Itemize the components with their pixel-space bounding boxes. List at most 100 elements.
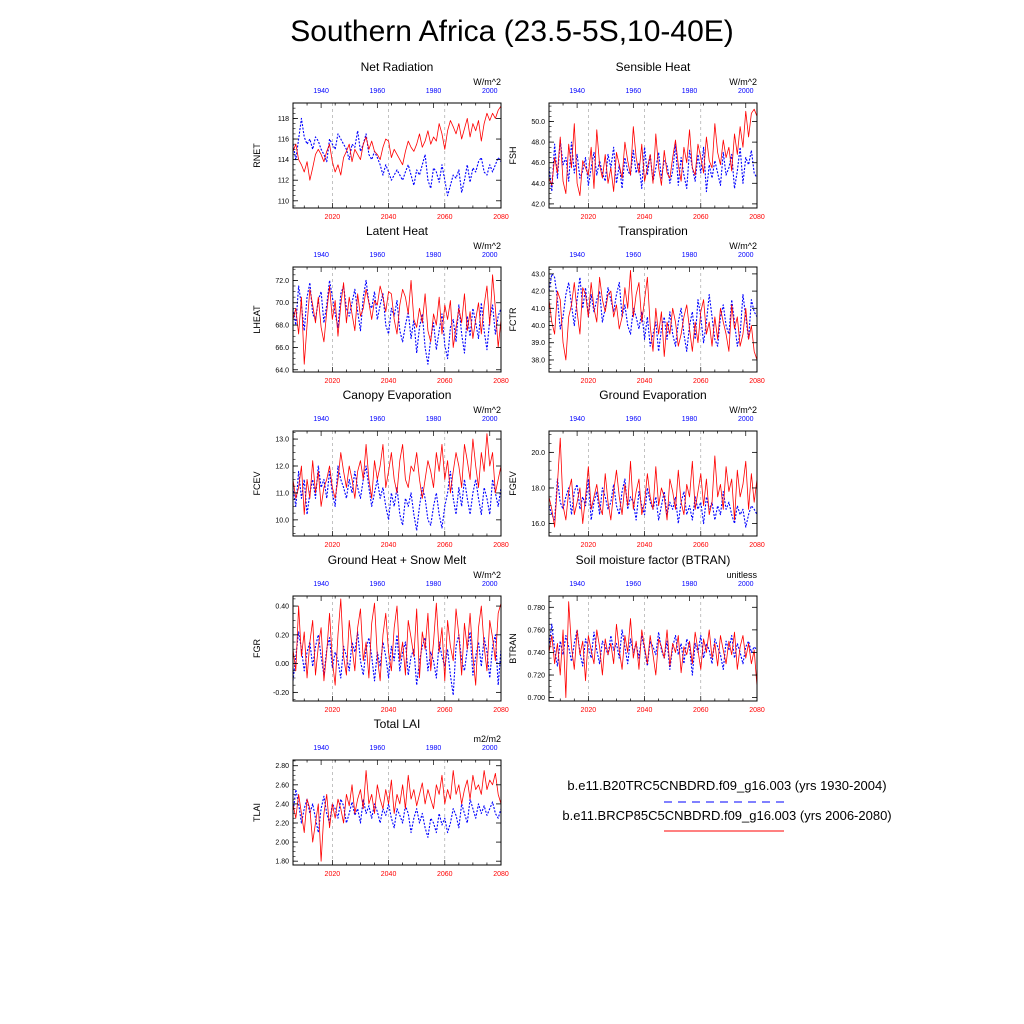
panel-title-canopy-evaporation: Canopy Evaporation bbox=[343, 388, 452, 402]
xtick-label-top-canopy-evaporation: 1980 bbox=[426, 416, 442, 423]
panel-units-ground-evaporation: W/m^2 bbox=[729, 405, 757, 415]
xtick-label-top-sensible-heat: 1980 bbox=[682, 88, 698, 95]
panel-title-ground-evaporation: Ground Evaporation bbox=[599, 388, 706, 402]
panel-total-lai: Total LAI m2/m2 1.80 2.00 2.20 2.40 2.60 2.80 TL… bbox=[252, 717, 509, 878]
xtick-label-bottom-ground-evaporation: 2040 bbox=[637, 542, 653, 549]
ylabel-transpiration: FCTR bbox=[508, 307, 518, 331]
ytick-label-canopy-evaporation: 12.0 bbox=[275, 464, 289, 471]
panel-canopy-evaporation: Canopy Evaporation W/m^2 10.0 11.0 12.0 13.0 F… bbox=[252, 388, 509, 549]
xtick-label-top-net-radiation: 1940 bbox=[313, 88, 329, 95]
panel-units-latent-heat: W/m^2 bbox=[473, 241, 501, 251]
panel-units-canopy-evaporation: W/m^2 bbox=[473, 405, 501, 415]
series-historical-total-lai bbox=[292, 789, 502, 838]
series-historical-ground-evaporation bbox=[548, 478, 758, 528]
ytick-label-latent-heat: 72.0 bbox=[275, 278, 289, 285]
series-future-ground-heat-snow-melt bbox=[292, 598, 502, 686]
xtick-label-bottom-canopy-evaporation: 2020 bbox=[325, 542, 341, 549]
xtick-label-bottom-latent-heat: 2060 bbox=[437, 378, 453, 385]
xtick-label-bottom-sensible-heat: 2040 bbox=[637, 214, 653, 221]
ytick-label-soil-moisture-factor-btran: 0.760 bbox=[527, 627, 545, 634]
panel-title-net-radiation: Net Radiation bbox=[361, 60, 434, 74]
series-historical-transpiration bbox=[548, 273, 758, 352]
ytick-label-ground-evaporation: 18.0 bbox=[531, 485, 545, 492]
panel-title-ground-heat-snow-melt: Ground Heat + Snow Melt bbox=[328, 553, 467, 567]
xtick-label-bottom-transpiration: 2080 bbox=[749, 378, 765, 385]
xtick-label-bottom-net-radiation: 2060 bbox=[437, 214, 453, 221]
xtick-label-bottom-soil-moisture-factor-btran: 2040 bbox=[637, 707, 653, 714]
panel-latent-heat: Latent Heat W/m^2 64.0 66.0 68.0 70.0 72.0 LHEA… bbox=[252, 224, 509, 385]
ytick-label-transpiration: 41.0 bbox=[531, 306, 545, 313]
xtick-label-bottom-soil-moisture-factor-btran: 2080 bbox=[749, 707, 765, 714]
xtick-label-bottom-ground-evaporation: 2020 bbox=[581, 542, 597, 549]
series-future-soil-moisture-factor-btran bbox=[548, 601, 758, 699]
xtick-label-top-ground-evaporation: 2000 bbox=[738, 416, 754, 423]
ylabel-net-radiation: RNET bbox=[252, 143, 262, 168]
ytick-label-net-radiation: 112 bbox=[278, 178, 289, 185]
ytick-label-sensible-heat: 42.0 bbox=[531, 201, 545, 208]
xtick-label-top-soil-moisture-factor-btran: 2000 bbox=[738, 581, 754, 588]
xtick-label-top-soil-moisture-factor-btran: 1960 bbox=[626, 581, 642, 588]
ytick-label-total-lai: 2.40 bbox=[275, 801, 289, 808]
ytick-label-ground-heat-snow-melt: -0.20 bbox=[273, 690, 289, 697]
xtick-label-bottom-canopy-evaporation: 2080 bbox=[493, 542, 509, 549]
xtick-label-top-transpiration: 1960 bbox=[626, 252, 642, 259]
xtick-label-bottom-sensible-heat: 2020 bbox=[581, 214, 597, 221]
ytick-label-sensible-heat: 48.0 bbox=[531, 140, 545, 147]
ylabel-ground-evaporation: FGEV bbox=[508, 471, 518, 496]
plot-frame-latent-heat bbox=[292, 266, 502, 373]
xtick-label-top-transpiration: 1940 bbox=[569, 252, 585, 259]
series-future-ground-evaporation bbox=[548, 437, 758, 528]
xtick-label-bottom-latent-heat: 2020 bbox=[325, 378, 341, 385]
ytick-label-transpiration: 43.0 bbox=[531, 271, 545, 278]
panel-title-soil-moisture-factor-btran: Soil moisture factor (BTRAN) bbox=[576, 553, 731, 567]
ytick-label-latent-heat: 66.0 bbox=[275, 345, 289, 352]
panel-units-transpiration: W/m^2 bbox=[729, 241, 757, 251]
ytick-label-total-lai: 2.80 bbox=[275, 763, 289, 770]
xtick-label-bottom-total-lai: 2040 bbox=[381, 871, 397, 878]
ytick-label-sensible-heat: 46.0 bbox=[531, 160, 545, 167]
xtick-label-top-latent-heat: 2000 bbox=[482, 252, 498, 259]
plot-frame-net-radiation bbox=[292, 102, 502, 209]
xtick-label-top-latent-heat: 1980 bbox=[426, 252, 442, 259]
plot-frame-ground-heat-snow-melt bbox=[292, 595, 502, 702]
xtick-label-top-sensible-heat: 1940 bbox=[569, 88, 585, 95]
xtick-label-top-canopy-evaporation: 1960 bbox=[370, 416, 386, 423]
xtick-label-bottom-net-radiation: 2080 bbox=[493, 214, 509, 221]
xtick-label-top-total-lai: 1980 bbox=[426, 745, 442, 752]
xtick-label-top-total-lai: 2000 bbox=[482, 745, 498, 752]
ytick-label-total-lai: 2.00 bbox=[275, 840, 289, 847]
xtick-label-bottom-net-radiation: 2020 bbox=[325, 214, 341, 221]
ytick-label-latent-heat: 68.0 bbox=[275, 323, 289, 330]
xtick-label-bottom-canopy-evaporation: 2060 bbox=[437, 542, 453, 549]
plot-frame-ground-evaporation bbox=[548, 430, 758, 537]
xtick-label-top-total-lai: 1940 bbox=[313, 745, 329, 752]
series-future-transpiration bbox=[548, 270, 758, 361]
ytick-label-total-lai: 2.60 bbox=[275, 782, 289, 789]
plot-frame-transpiration bbox=[548, 266, 758, 373]
ytick-label-soil-moisture-factor-btran: 0.780 bbox=[527, 605, 545, 612]
xtick-label-top-total-lai: 1960 bbox=[370, 745, 386, 752]
series-future-latent-heat bbox=[292, 274, 502, 365]
ytick-label-ground-evaporation: 20.0 bbox=[531, 450, 545, 457]
ylabel-canopy-evaporation: FCEV bbox=[252, 471, 262, 495]
xtick-label-top-canopy-evaporation: 1940 bbox=[313, 416, 329, 423]
panel-soil-moisture-factor-btran: Soil moisture factor (BTRAN) unitless 0.70… bbox=[508, 553, 765, 714]
legend: b.e11.B20TRC5CNBDRD.f09_g16.003 (yrs 193… bbox=[562, 778, 892, 832]
xtick-label-bottom-total-lai: 2080 bbox=[493, 871, 509, 878]
ylabel-soil-moisture-factor-btran: BTRAN bbox=[508, 633, 518, 664]
ytick-label-canopy-evaporation: 13.0 bbox=[275, 437, 289, 444]
plot-frame-sensible-heat bbox=[548, 102, 758, 209]
panel-units-ground-heat-snow-melt: W/m^2 bbox=[473, 570, 501, 580]
xtick-label-bottom-sensible-heat: 2060 bbox=[693, 214, 709, 221]
figure-title: Southern Africa (23.5-5S,10-40E) bbox=[290, 15, 734, 48]
xtick-label-top-transpiration: 2000 bbox=[738, 252, 754, 259]
xtick-label-bottom-net-radiation: 2040 bbox=[381, 214, 397, 221]
series-historical-soil-moisture-factor-btran bbox=[548, 623, 758, 676]
xtick-label-bottom-soil-moisture-factor-btran: 2060 bbox=[693, 707, 709, 714]
xtick-label-top-sensible-heat: 2000 bbox=[738, 88, 754, 95]
series-future-net-radiation bbox=[292, 105, 502, 181]
ytick-label-canopy-evaporation: 10.0 bbox=[275, 517, 289, 524]
series-future-sensible-heat bbox=[548, 108, 758, 197]
ytick-label-ground-evaporation: 16.0 bbox=[531, 521, 545, 528]
